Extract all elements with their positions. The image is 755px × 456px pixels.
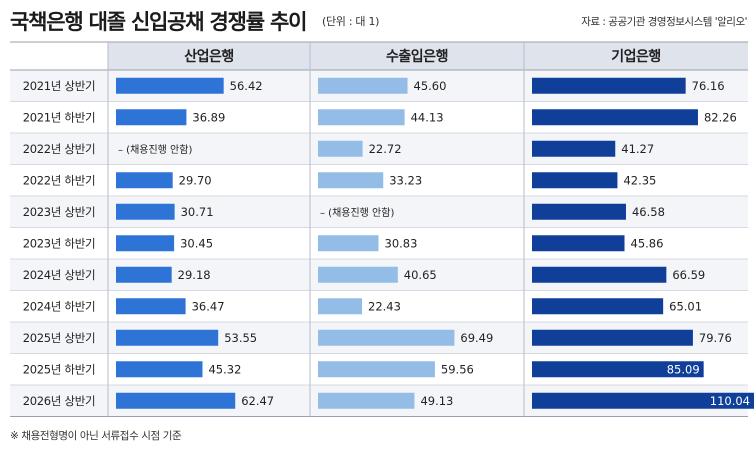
data-label: 45.60 (414, 79, 447, 93)
data-label: 85.09 (667, 362, 700, 376)
bar (116, 298, 186, 315)
data-label: 33.23 (389, 173, 422, 187)
bar (318, 109, 405, 126)
footnote: ※ 채용전형명이 아닌 서류접수 시점 기준 (10, 430, 182, 442)
unit-note: (단위 : 대 1) (322, 15, 380, 28)
row-label: 2023년 하반기 (23, 236, 96, 250)
data-label: 45.86 (631, 236, 664, 250)
row-label: 2025년 하반기 (23, 362, 96, 376)
data-label: 30.83 (385, 236, 418, 250)
data-label: 46.58 (632, 205, 665, 219)
data-label: 66.59 (672, 268, 705, 282)
bar (532, 109, 698, 126)
data-label: 69.49 (460, 331, 493, 345)
row-label: 2023년 상반기 (23, 205, 96, 219)
bar (532, 361, 704, 378)
series-header-2: 수출입은행 (386, 48, 448, 65)
bar (532, 329, 693, 346)
data-label: 65.01 (669, 299, 702, 313)
bar (318, 266, 398, 283)
bar (532, 140, 616, 157)
data-label: 29.70 (179, 173, 212, 187)
data-label: 36.89 (192, 110, 225, 124)
bar (318, 361, 435, 378)
data-label: 29.18 (178, 268, 211, 282)
bar (116, 77, 224, 94)
data-label: 62.47 (241, 394, 274, 408)
data-label: 53.55 (224, 331, 257, 345)
data-label: 41.27 (621, 142, 654, 156)
bar (116, 266, 172, 283)
data-label: 22.72 (369, 142, 402, 156)
bar (318, 298, 363, 315)
row-label: 2022년 상반기 (23, 142, 96, 156)
chart-title: 국책은행 대졸 신입공채 경쟁률 추이 (10, 10, 307, 34)
data-label: 110.04 (710, 394, 750, 408)
row-label: 2021년 하반기 (23, 110, 96, 124)
row-label: 2024년 상반기 (23, 268, 96, 282)
bar (116, 203, 175, 220)
bar (318, 172, 384, 189)
data-label: 30.45 (180, 236, 213, 250)
bar (532, 203, 626, 220)
data-label: 40.65 (404, 268, 437, 282)
bar (116, 329, 219, 346)
data-label: 56.42 (230, 79, 263, 93)
not-hired-note: – (채용진행 안함) (118, 144, 192, 156)
bar (532, 235, 625, 252)
row-label: 2021년 상반기 (23, 79, 96, 93)
series-header-1: 산업은행 (184, 48, 234, 65)
not-hired-note: – (채용진행 안함) (320, 207, 394, 219)
data-label: 36.47 (192, 299, 225, 313)
data-label: 45.32 (208, 362, 241, 376)
row-label: 2026년 상반기 (23, 394, 96, 408)
bar (116, 392, 236, 409)
bar (318, 77, 408, 94)
bar (116, 361, 203, 378)
data-label: 49.13 (420, 394, 453, 408)
bar (318, 235, 379, 252)
bar (318, 140, 363, 157)
data-label: 76.16 (692, 79, 725, 93)
bar (318, 392, 415, 409)
data-label: 30.71 (181, 205, 214, 219)
row-label: 2024년 하반기 (23, 299, 96, 313)
data-label: 42.35 (623, 173, 656, 187)
data-label: 59.56 (441, 362, 474, 376)
bar (532, 266, 667, 283)
source-note: 자료 : 공공기관 경영정보시스템 '알리오' (581, 16, 747, 28)
chart-area: 산업은행 수출입은행 기업은행 2021년 상반기 2021년 하반기 2022년 상반기… (10, 41, 754, 417)
bar (116, 172, 173, 189)
row-label: 2025년 상반기 (23, 331, 96, 345)
series-header-3: 기업은행 (611, 49, 661, 65)
bar (116, 235, 175, 252)
bar (116, 109, 187, 126)
data-label: 79.76 (699, 331, 732, 345)
data-label: 82.26 (704, 110, 737, 124)
bar (532, 172, 618, 189)
data-label: 22.43 (368, 299, 401, 313)
bar (532, 77, 686, 94)
data-label: 44.13 (411, 110, 444, 124)
bar (532, 298, 664, 315)
row-label: 2022년 하반기 (23, 173, 96, 187)
header-background (108, 42, 748, 70)
row-background (10, 133, 748, 165)
bar (318, 329, 455, 346)
bar (532, 392, 754, 409)
